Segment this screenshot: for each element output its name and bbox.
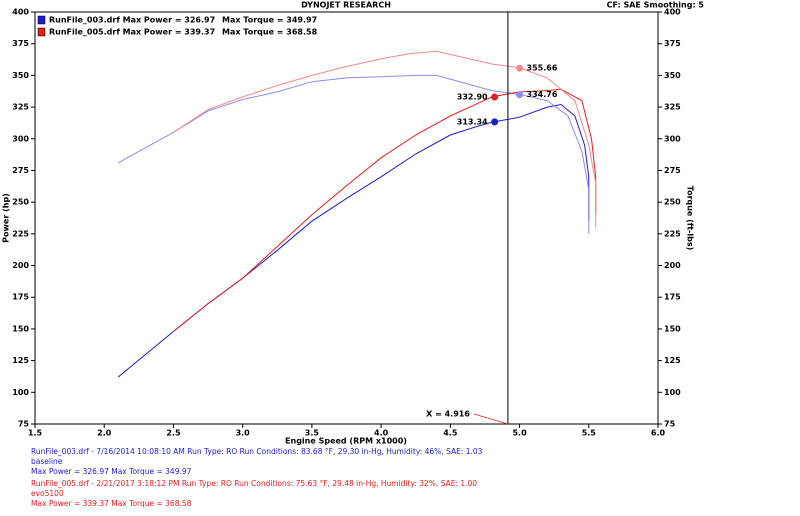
y-tick-label: 75: [18, 420, 30, 429]
y2-tick-label: 150: [664, 324, 681, 333]
y-tick-label: 275: [12, 166, 29, 175]
x-tick-label: 2.5: [166, 429, 181, 438]
x-tick-label: 1.5: [28, 429, 43, 438]
y-tick-label: 400: [12, 8, 29, 17]
y2-tick-label: 325: [664, 103, 681, 112]
footer-note: RunFile_003.drf - 7/16/2014 10:08:10 AM …: [31, 447, 483, 456]
chart-subtitle: CF: SAE Smoothing: 5: [607, 1, 705, 10]
footer-note: Max Power = 339.37 Max Torque = 368.58: [31, 499, 192, 508]
data-line: [173, 88, 597, 332]
annotation-label: 334.76: [527, 90, 558, 99]
y2-tick-label: 250: [664, 198, 681, 207]
legend-swatch: [37, 27, 46, 37]
y2-axis-label: Torque (ft-lbs): [686, 186, 695, 251]
chart-title: DYNOJET RESEARCH: [301, 1, 391, 10]
y2-tick-label: 100: [664, 388, 681, 397]
y-tick-label: 175: [12, 293, 29, 302]
annotation-label: 355.66: [527, 64, 558, 73]
x-tick-label: 2.0: [97, 429, 112, 438]
footer-note: RunFile_005.drf - 2/21/2017 3:18:12 PM R…: [31, 479, 477, 488]
y-tick-label: 200: [12, 261, 29, 270]
y-axis-label: Power (hp): [2, 193, 11, 243]
legend-label: RunFile_003.drf Max Power = 326.97: [49, 16, 215, 25]
y-tick-label: 100: [12, 388, 29, 397]
y2-tick-label: 125: [664, 356, 681, 365]
y-tick-label: 375: [12, 39, 29, 48]
x-axis-label: Engine Speed (RPM x1000): [285, 437, 407, 446]
annotation-marker: [491, 93, 499, 101]
x-tick-label: 5.5: [582, 429, 597, 438]
y2-tick-label: 200: [664, 261, 681, 270]
cursor-leader: [473, 413, 509, 425]
y2-tick-label: 375: [664, 39, 681, 48]
cursor-label: X = 4.916: [426, 410, 470, 419]
legend-label: Max Torque = 368.58: [222, 28, 318, 37]
y-tick-label: 300: [12, 134, 29, 143]
x-tick-label: 4.0: [374, 429, 389, 438]
y2-tick-label: 75: [664, 420, 676, 429]
x-tick-label: 6.0: [651, 429, 666, 438]
x-tick-label: 3.0: [236, 429, 251, 438]
annotation-marker: [516, 91, 524, 99]
y-tick-label: 150: [12, 324, 29, 333]
annotation-label: 313.34: [457, 117, 488, 126]
data-line: [173, 50, 597, 228]
y-tick-label: 350: [12, 71, 29, 80]
x-tick-label: 3.5: [305, 429, 320, 438]
y-tick-label: 125: [12, 356, 29, 365]
legend-swatch: [37, 15, 46, 25]
footer-note: baseline: [31, 457, 63, 466]
data-line: [117, 74, 590, 234]
x-tick-label: 4.5: [443, 429, 458, 438]
y2-tick-label: 300: [664, 134, 681, 143]
y2-tick-label: 225: [664, 229, 681, 238]
y2-tick-label: 400: [664, 8, 681, 17]
footer-note: evo5100: [31, 489, 64, 498]
y2-tick-label: 175: [664, 293, 681, 302]
y-tick-label: 250: [12, 198, 29, 207]
y-tick-label: 225: [12, 229, 29, 238]
y2-tick-label: 350: [664, 71, 681, 80]
annotation-label: 332.90: [457, 93, 488, 102]
footer-note: Max Power = 326.97 Max Torque = 349.97: [31, 467, 192, 476]
x-tick-label: 5.0: [512, 429, 527, 438]
annotation-marker: [491, 118, 499, 126]
data-line: [117, 103, 590, 378]
legend-label: RunFile_005.drf Max Power = 339.37: [49, 28, 215, 37]
y2-tick-label: 275: [664, 166, 681, 175]
annotation-marker: [516, 64, 524, 72]
plot-frame: [34, 11, 659, 425]
y-tick-label: 325: [12, 103, 29, 112]
legend-label: Max Torque = 349.97: [222, 16, 317, 25]
